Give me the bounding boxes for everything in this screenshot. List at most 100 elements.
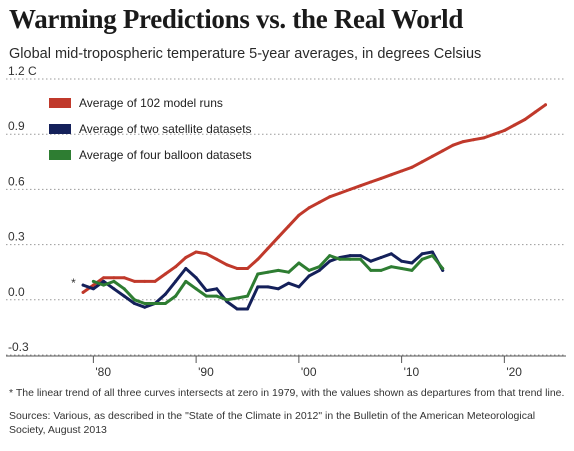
series-1-point-22	[307, 274, 311, 278]
series-0-point-45	[544, 103, 547, 107]
sources-note: Sources: Various, as described in the "S…	[9, 410, 536, 436]
series-line-2	[91, 254, 445, 305]
series-0-point-39	[482, 136, 486, 140]
x-tick-label-3: '10	[404, 365, 420, 379]
legend-label-1: Average of two satellite datasets	[79, 122, 252, 136]
series-2-point-19	[287, 270, 291, 274]
series-0-point-32	[410, 165, 414, 169]
series-0	[81, 103, 547, 294]
series-2-point-10	[194, 287, 198, 291]
series-1-point-30	[389, 252, 393, 256]
series-1-point-12	[204, 289, 208, 293]
series-2-point-16	[256, 272, 260, 276]
series-0-point-13	[215, 257, 219, 261]
series-1-point-29	[379, 256, 383, 259]
series-0-point-24	[328, 195, 332, 199]
series-2-point-0	[91, 279, 95, 283]
series-0-point-7	[153, 279, 157, 283]
series-1-point-8	[163, 292, 167, 296]
y-tick-label-1: 0.9	[8, 119, 25, 133]
legend-label-2: Average of four balloon datasets	[79, 148, 252, 162]
series-0-point-41	[502, 129, 506, 132]
series-2-point-3	[122, 287, 126, 291]
series-1-point-16	[246, 307, 249, 311]
series-2	[91, 254, 445, 305]
series-0-point-2	[102, 276, 106, 280]
series-2-point-30	[400, 267, 404, 270]
y-tick-label-5: -0.3	[8, 340, 29, 354]
series-0-point-8	[163, 272, 167, 276]
series-0-point-38	[472, 138, 475, 142]
series-1-point-18	[266, 285, 270, 289]
series-0-point-43	[523, 118, 527, 121]
series-1-point-23	[317, 268, 321, 272]
annotation-layer: *	[71, 276, 76, 290]
chart-title: Warming Predictions vs. the Real World	[9, 4, 464, 34]
series-line-0	[81, 103, 547, 294]
series-1-point-32	[410, 261, 414, 265]
series-line-1	[81, 250, 445, 311]
series-2-point-24	[338, 257, 342, 261]
series-2-point-31	[410, 268, 414, 272]
series-1-point-9	[174, 279, 178, 283]
series-0-point-31	[400, 169, 404, 173]
series-0-point-3	[112, 276, 116, 280]
series-2-point-26	[359, 257, 362, 261]
series-2-point-25	[348, 257, 352, 261]
series-2-point-27	[369, 268, 373, 272]
series-1-point-11	[194, 276, 198, 280]
series-0-point-25	[338, 191, 342, 195]
series-2-point-5	[143, 302, 147, 305]
series-2-point-34	[441, 267, 445, 270]
series-0-point-29	[379, 176, 383, 180]
series-layer	[81, 103, 547, 311]
series-2-point-15	[246, 294, 249, 298]
series-0-point-26	[348, 187, 352, 191]
series-0-point-40	[492, 132, 496, 136]
series-1-point-1	[91, 287, 95, 291]
series-0-point-33	[420, 160, 424, 164]
legend-swatch-0	[49, 98, 71, 108]
x-tick-label-2: '00	[301, 365, 317, 379]
series-2-point-23	[328, 254, 332, 258]
series-0-point-6	[143, 279, 147, 283]
legend-swatch-2	[49, 150, 71, 160]
series-1-point-31	[400, 259, 404, 263]
series-0-point-22	[307, 206, 311, 210]
x-tick-label-4: '20	[506, 365, 522, 379]
series-1-point-21	[297, 285, 301, 289]
series-0-point-35	[441, 149, 445, 153]
footnote: * The linear trend of all three curves i…	[9, 387, 565, 399]
series-0-point-15	[235, 267, 239, 270]
grid-layer	[6, 78, 566, 356]
series-2-point-32	[420, 257, 424, 261]
axis-layer: 1.2 C 0.9 0.6 0.3 0.0 -0.3 '80 '90 '00 '10 '20	[6, 64, 566, 379]
series-1-point-3	[112, 287, 116, 291]
series-1-point-34	[430, 250, 434, 254]
series-2-point-1	[102, 283, 106, 287]
series-2-point-21	[307, 268, 311, 272]
trend-asterisk: *	[71, 276, 76, 290]
series-0-point-9	[174, 265, 178, 269]
line-chart: 1.2 C 0.9 0.6 0.3 0.0 -0.3 '80 '90 '00 '10 '20 Ave…	[6, 64, 566, 379]
series-2-point-2	[112, 279, 116, 283]
series-0-point-28	[369, 180, 373, 184]
series-2-point-13	[225, 298, 229, 302]
series-1-point-10	[184, 267, 188, 270]
series-2-point-22	[317, 265, 321, 269]
series-1-point-27	[359, 254, 362, 258]
series-0-point-1	[91, 283, 95, 287]
series-2-point-8	[174, 294, 178, 298]
y-tick-label-3: 0.3	[8, 230, 25, 244]
series-0-point-19	[276, 235, 280, 239]
series-2-point-11	[204, 294, 208, 298]
series-2-point-17	[266, 270, 270, 274]
series-0-point-14	[225, 263, 229, 267]
series-1-point-6	[143, 305, 147, 309]
series-2-point-28	[379, 268, 383, 272]
series-0-point-4	[122, 276, 126, 280]
legend-swatch-1	[49, 124, 71, 134]
legend-label-0: Average of 102 model runs	[79, 96, 223, 110]
series-0-point-44	[533, 110, 537, 114]
series-1-point-19	[276, 287, 280, 291]
